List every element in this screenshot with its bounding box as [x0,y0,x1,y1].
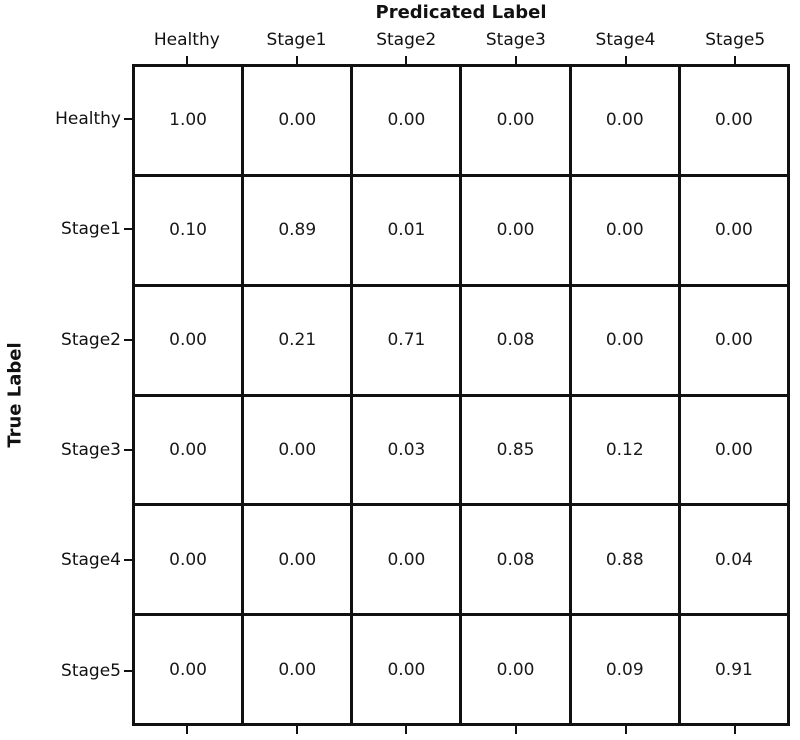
matrix-cell: 0.00 [571,286,678,394]
matrix-cell: 0.00 [353,616,460,723]
tick-mark [571,56,681,64]
matrix-cell: 0.00 [680,286,787,394]
y-tick-label: Healthy [55,109,121,130]
x-tick-label: Stage4 [595,30,656,50]
tick-bar [124,338,132,341]
tick-bar [514,726,517,734]
tick-mark [351,726,461,734]
matrix-cell: 1.00 [135,67,242,174]
x-tick-labels: Healthy Stage1 Stage2 Stage3 Stage4 Stage5 [132,27,790,53]
tick-mark [124,285,132,395]
matrix-cell: 0.91 [680,616,787,723]
matrix-cell: 0.09 [571,616,678,723]
tick-bar [734,56,737,64]
matrix-cell: 0.00 [571,67,678,174]
left-tick-marks [124,64,132,726]
tick-bar [734,726,737,734]
matrix-cell: 0.00 [135,286,242,394]
matrix-cell: 0.00 [135,506,242,614]
tick-mark [571,726,681,734]
tick-mark [132,56,242,64]
tick-bar [124,228,132,231]
tick-mark [680,726,790,734]
matrix-cell: 0.71 [353,286,460,394]
tick-bar [124,559,132,562]
matrix-cell: 0.00 [462,176,569,284]
x-tick-label: Stage3 [485,30,546,50]
tick-mark [124,174,132,284]
matrix-cell: 0.00 [680,67,787,174]
matrix-cell: 0.00 [680,176,787,284]
matrix-cell: 0.00 [462,616,569,723]
tick-bar [624,56,627,64]
y-tick-label: Stage5 [61,660,121,681]
tick-mark [132,726,242,734]
tick-mark [124,64,132,174]
tick-bar [295,726,298,734]
matrix-cell: 0.00 [571,176,678,284]
tick-bar [514,56,517,64]
matrix-cell: 0.00 [353,67,460,174]
matrix-grid: 1.00 0.00 0.00 0.00 0.00 0.00 0.10 0.89 0.01 0.00… [132,64,790,726]
matrix-cell: 0.89 [244,176,351,284]
tick-bar [124,118,132,121]
tick-bar [405,56,408,64]
tick-mark [242,726,352,734]
matrix-cell: 0.00 [135,396,242,504]
top-tick-marks [132,56,790,64]
y-tick-label: Stage1 [61,219,121,240]
tick-mark [461,56,571,64]
x-tick-label: Healthy [153,30,220,50]
tick-bar [185,726,188,734]
matrix-cell: 0.88 [571,506,678,614]
x-tick-label: Stage1 [266,30,327,50]
matrix-cell: 0.08 [462,286,569,394]
matrix-cell: 0.03 [353,396,460,504]
matrix-cell: 0.01 [353,176,460,284]
matrix-cell: 0.00 [462,67,569,174]
matrix-cell: 0.00 [135,616,242,723]
chart-title: Predicated Label [375,2,547,23]
y-tick-label: Stage4 [61,550,121,571]
tick-bar [124,449,132,452]
tick-mark [461,726,571,734]
matrix-cell: 0.00 [244,506,351,614]
matrix-cell: 0.04 [680,506,787,614]
tick-mark [124,505,132,615]
matrix-cell: 0.00 [244,67,351,174]
tick-mark [124,395,132,505]
y-tick-labels: Healthy Stage1 Stage2 Stage3 Stage4 Stage5 [0,64,121,726]
matrix-cell: 0.00 [244,396,351,504]
matrix-cell: 0.85 [462,396,569,504]
matrix-cell: 0.00 [244,616,351,723]
matrix-cell: 0.12 [571,396,678,504]
tick-mark [124,616,132,726]
tick-mark [242,56,352,64]
matrix-cell: 0.00 [680,396,787,504]
x-tick-label: Stage5 [705,30,766,50]
tick-bar [295,56,298,64]
tick-bar [185,56,188,64]
x-tick-label: Stage2 [376,30,437,50]
bottom-tick-marks [132,726,790,734]
y-tick-label: Stage2 [61,329,121,350]
tick-bar [405,726,408,734]
tick-mark [351,56,461,64]
matrix-cell: 0.21 [244,286,351,394]
matrix-cell: 0.08 [462,506,569,614]
tick-bar [624,726,627,734]
tick-bar [124,669,132,672]
tick-mark [680,56,790,64]
matrix-cell: 0.00 [353,506,460,614]
matrix-cell: 0.10 [135,176,242,284]
y-tick-label: Stage3 [61,440,121,461]
